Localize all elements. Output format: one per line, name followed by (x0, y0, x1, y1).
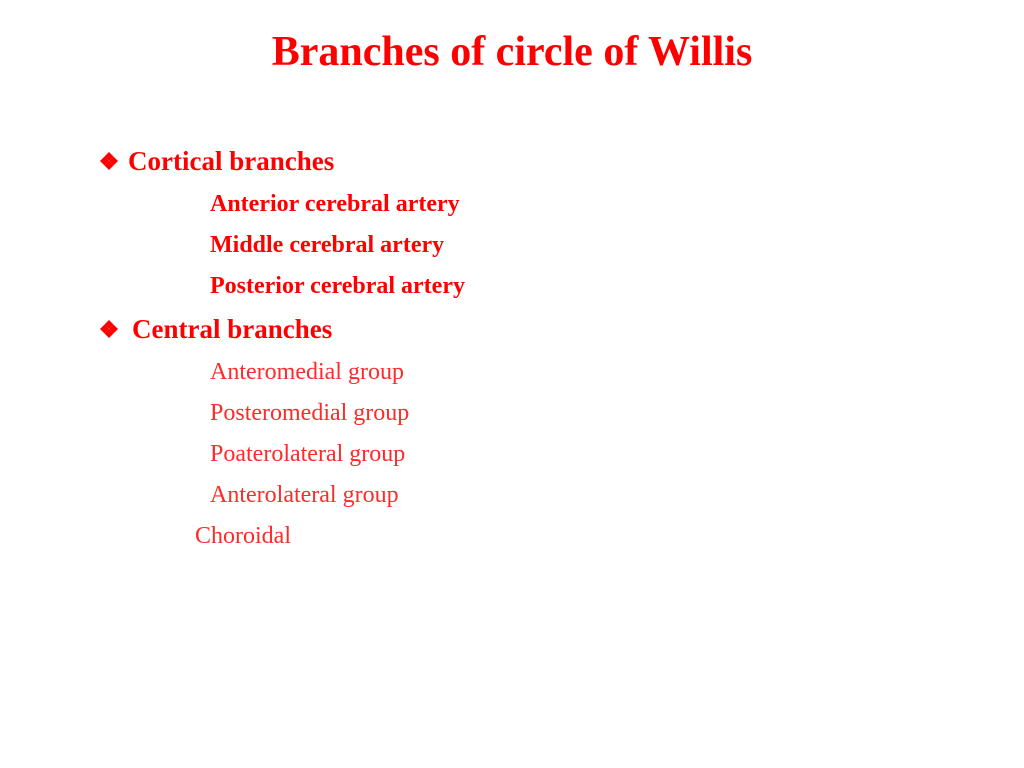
slide-container: Branches of circle of Willis Cortical br… (0, 0, 1024, 768)
subitems: Anterior cerebral artery Middle cerebral … (100, 191, 1024, 300)
slide-title: Branches of circle of Willis (0, 28, 1024, 76)
subitem: Anterolateral group (210, 482, 1024, 509)
subitem: Anteromedial group (210, 359, 1024, 386)
subitem: Posteromedial group (210, 400, 1024, 427)
subitem: Choroidal (195, 523, 1024, 550)
section-heading: Cortical branches (128, 146, 334, 177)
diamond-bullet-icon (100, 152, 128, 170)
subitems: Anteromedial group Posteromedial group Poa… (100, 359, 1024, 550)
diamond-bullet-icon (100, 320, 128, 338)
section-row: Central branches (100, 314, 1024, 345)
subitem: Middle cerebral artery (210, 232, 1024, 259)
section-row: Cortical branches (100, 146, 1024, 177)
subitem: Posterior cerebral artery (210, 273, 1024, 300)
slide-content: Cortical branches Anterior cerebral arter… (0, 146, 1024, 550)
subitem: Poaterolateral group (210, 441, 1024, 468)
section-heading: Central branches (132, 314, 332, 345)
subitem: Anterior cerebral artery (210, 191, 1024, 218)
